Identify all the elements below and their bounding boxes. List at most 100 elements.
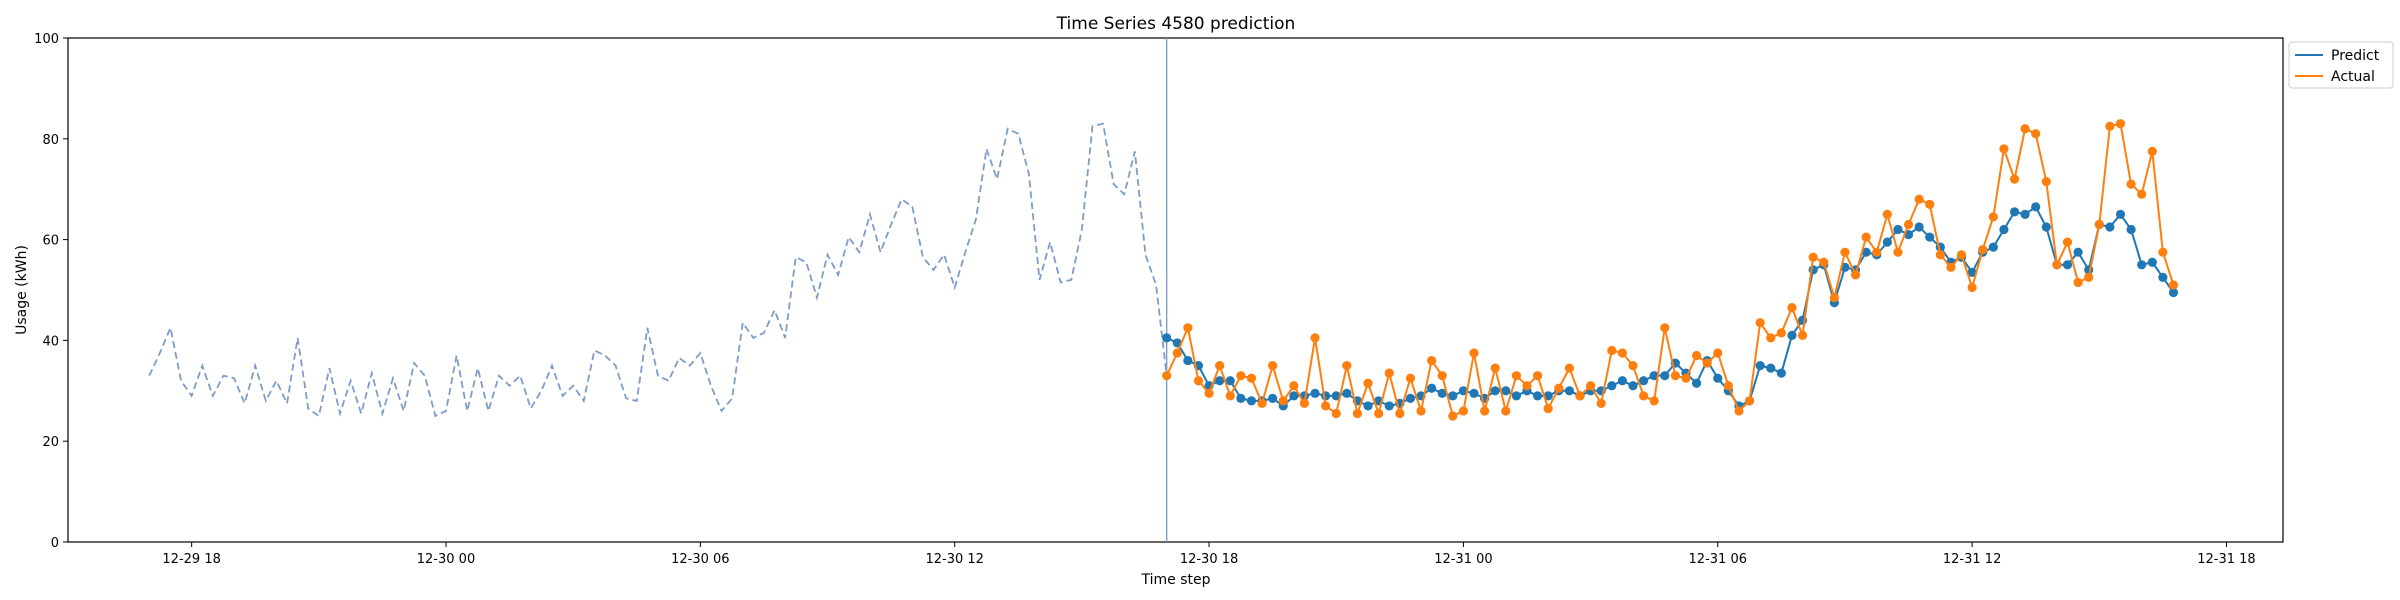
predict-point [1638, 376, 1649, 386]
actual-point [2073, 277, 2083, 288]
y-tick-label: 0 [51, 536, 59, 551]
predict-point [2137, 260, 2147, 270]
actual-point [2031, 129, 2041, 139]
actual-point [1289, 381, 1299, 391]
actual-point [1395, 408, 1405, 419]
actual-point [1246, 373, 1257, 383]
actual-point [1967, 282, 1977, 293]
predict-point [2031, 202, 2041, 212]
actual-point [1416, 406, 1426, 416]
actual-point [1670, 371, 1680, 381]
actual-point [1501, 406, 1511, 416]
predict-point [1215, 376, 1225, 386]
predict-point [1236, 393, 1246, 403]
actual-point [1490, 363, 1500, 373]
actual-point [1352, 408, 1363, 419]
x-tick-label: 12-30 18 [1180, 552, 1238, 567]
actual-point [2105, 121, 2115, 131]
x-tick-label: 12-31 00 [1434, 552, 1492, 567]
actual-point [1914, 194, 1924, 204]
predict-point [2073, 247, 2083, 257]
actual-point [1331, 408, 1341, 419]
x-tick-label: 12-31 18 [2197, 552, 2255, 567]
actual-point [2020, 124, 2030, 134]
predict-line [1166, 205, 2175, 408]
x-tick-label: 12-31 12 [1943, 552, 2001, 567]
actual-point [1638, 391, 1649, 401]
predict-point [1617, 376, 1627, 386]
actual-point [1660, 323, 1670, 333]
actual-point [2158, 247, 2168, 257]
actual-point [1458, 406, 1469, 416]
predict-point [1268, 393, 1278, 403]
actual-point [1310, 333, 1320, 343]
actual-point [1374, 408, 1384, 419]
y-tick-label: 60 [42, 234, 59, 249]
predict-point [1405, 393, 1416, 403]
actual-point [1713, 348, 1723, 358]
predict-point [1162, 333, 1172, 343]
predict-point [2105, 222, 2115, 232]
actual-point [1691, 350, 1702, 361]
predict-point [1628, 381, 1638, 391]
actual-point [1978, 245, 1988, 255]
actual-point [1564, 363, 1574, 373]
predict-point [2009, 207, 2020, 217]
predict-point [1448, 391, 1458, 401]
y-tick-label: 20 [42, 435, 59, 450]
actual-point [1585, 381, 1596, 391]
actual-point [1628, 361, 1638, 371]
y-axis: 0 20 40 60 80 100 [34, 32, 68, 551]
actual-point [1935, 250, 1945, 260]
actual-point [1543, 403, 1553, 414]
y-tick-label: 80 [42, 133, 59, 148]
actual-point [2084, 272, 2094, 282]
actual-point [1872, 247, 1882, 257]
predict-point [2041, 222, 2051, 232]
actual-point [1702, 358, 1712, 368]
actual-point [1861, 232, 1871, 242]
actual-point [1649, 396, 1659, 406]
actual-point [1840, 247, 1850, 257]
actual-point [1956, 250, 1967, 260]
predict-point [2158, 272, 2168, 282]
actual-point [1903, 219, 1914, 230]
plot-frame [67, 37, 2284, 543]
actual-point [1850, 270, 1861, 280]
actual-point [1734, 406, 1744, 416]
predict-point [1289, 391, 1299, 401]
legend: Predict Actual [2288, 41, 2394, 89]
actual-point [1755, 318, 1765, 328]
predict-point [1225, 376, 1235, 386]
actual-point [1766, 333, 1776, 343]
actual-point [1808, 252, 1818, 262]
x-tick-label: 12-30 12 [925, 552, 983, 567]
actual-point [1554, 383, 1564, 393]
predict-point [1490, 386, 1500, 396]
actual-point [1193, 376, 1204, 386]
predict-point [1469, 388, 1479, 398]
predict-point [1882, 237, 1892, 247]
y-tick-label: 100 [34, 32, 59, 47]
predict-point [2115, 209, 2126, 219]
predict-point [1660, 371, 1670, 381]
predict-point [1713, 373, 1723, 383]
actual-point [1596, 398, 1606, 408]
actual-series [1162, 119, 2179, 421]
actual-point [1617, 348, 1627, 358]
actual-point [2147, 146, 2157, 156]
history-line [148, 122, 1168, 418]
actual-point [1183, 323, 1193, 333]
predict-point [2020, 209, 2030, 219]
predict-point [1511, 391, 1522, 401]
predict-point [1999, 224, 2009, 235]
actual-point [1829, 292, 1839, 303]
actual-point [1204, 388, 1214, 398]
actual-point [1744, 396, 1755, 406]
x-tick-label: 12-31 06 [1689, 552, 1747, 567]
predict-point [1427, 383, 1437, 393]
actual-point [1299, 398, 1310, 408]
actual-point [1427, 355, 1437, 366]
predict-point [1925, 232, 1935, 242]
predict-point [1691, 378, 1702, 388]
